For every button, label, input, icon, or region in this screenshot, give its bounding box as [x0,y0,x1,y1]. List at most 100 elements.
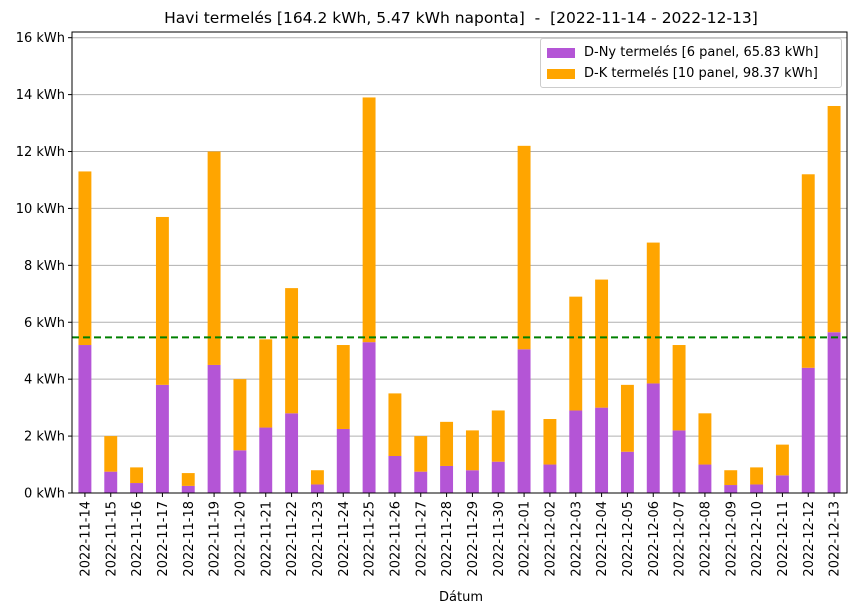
legend-item-dny: D-Ny termelés [6 panel, 65.83 kWh] [547,45,819,60]
bar-dny [646,383,660,493]
bar-dny [543,464,557,493]
bar-dny [104,471,118,493]
x-tick-label: 2022-11-26 [388,501,403,577]
x-tick-label: 2022-11-22 [285,501,300,577]
x-tick-label: 2022-12-12 [802,501,817,577]
bar-dny [620,451,634,493]
x-tick-label: 2022-12-09 [724,501,739,577]
bar-dny [672,430,686,493]
bar-dny [259,427,273,493]
legend: D-Ny termelés [6 panel, 65.83 kWh] D-K t… [540,38,842,88]
bar-dk [233,379,247,451]
x-tick-label: 2022-11-16 [130,501,145,577]
legend-label-dny: D-Ny termelés [6 panel, 65.83 kWh] [584,45,819,60]
y-tick-label: 10 kWh [16,202,65,217]
x-tick-label: 2022-12-13 [828,501,843,577]
y-tick-label: 6 kWh [24,316,65,331]
x-tick-label: 2022-12-06 [647,501,662,577]
bar-dny [181,485,195,493]
bar-dny [336,428,350,493]
x-tick-label: 2022-12-05 [621,501,636,577]
bar-dk [285,288,299,414]
bar-dny [569,410,583,493]
bar-dny [801,367,815,493]
bar-dny [827,332,841,493]
x-tick-label: 2022-11-25 [363,501,378,577]
bar-dk [569,296,583,411]
bar-dny [724,485,738,493]
bar-dny [465,470,479,493]
bar-dk [517,145,531,350]
bar-dny [491,461,505,493]
x-tick-label: 2022-12-08 [698,501,713,577]
x-tick-label: 2022-12-07 [673,501,688,577]
bar-dny [595,407,609,493]
bar-dk [388,393,402,457]
x-axis-label: Dátum [439,590,483,605]
bar-dk [672,345,686,431]
bar-dny [388,456,402,493]
bar-dny [698,464,712,493]
gridlines [72,37,847,494]
legend-label-dk: D-K termelés [10 panel, 98.37 kWh] [584,66,818,81]
bar-dny [517,349,531,493]
bar-dk [775,444,789,476]
x-tick-label: 2022-11-30 [492,501,507,577]
bar-dny [750,484,764,493]
y-tick-label: 14 kWh [16,88,65,103]
x-tick-label: 2022-11-17 [156,501,171,577]
x-tick-label: 2022-11-20 [233,501,248,577]
bars [78,97,841,493]
bar-dk [440,421,454,466]
bar-dk [827,105,841,333]
bar-dk [465,430,479,471]
bar-dk [750,467,764,485]
bar-dny [362,342,376,493]
bar-dny [775,475,789,493]
x-tick-label: 2022-11-29 [466,501,481,577]
bar-dk [155,216,169,385]
axes: 0 kWh 2 kWh 4 kWh 6 kWh 8 kWh 10 kWh 12 kWh 14 … [16,31,848,577]
x-tick-label: 2022-11-27 [414,501,429,577]
x-tick-label: 2022-12-11 [776,501,791,577]
y-tick-label: 4 kWh [24,373,65,388]
x-tick-label: 2022-12-02 [543,501,558,577]
legend-swatch-dny [547,47,575,58]
bar-dny [233,450,247,493]
bar-dk [646,242,660,384]
plot-frame [71,31,848,494]
y-tick-label: 0 kWh [24,487,65,502]
bar-dny [155,384,169,493]
bar-dny [414,471,428,493]
legend-item-dk: D-K termelés [10 panel, 98.37 kWh] [547,66,818,81]
bar-dny [310,484,324,493]
bar-dk [130,467,144,484]
bar-dk [543,419,557,465]
bar-dk [78,171,92,346]
bar-dk [595,279,609,408]
y-tick-label: 2 kWh [24,430,65,445]
bar-dny [130,483,144,493]
bar-dk [698,413,712,465]
bar-dk [801,174,815,368]
x-tick-label: 2022-11-21 [259,501,274,577]
bar-dny [440,465,454,493]
y-tick-label: 8 kWh [24,259,65,274]
bar-dk [104,436,118,472]
x-tick-label: 2022-11-14 [78,501,93,577]
bar-dny [207,364,221,493]
x-tick-label: 2022-11-18 [182,501,197,577]
x-tick-label: 2022-12-01 [518,501,533,577]
bar-dk [336,345,350,429]
x-tick-label: 2022-11-19 [208,501,223,577]
bar-dk [724,470,738,486]
x-tick-label: 2022-12-03 [569,501,584,577]
bar-dk [362,97,376,343]
x-tick-label: 2022-11-28 [440,501,455,577]
x-tick-label: 2022-11-23 [311,501,326,577]
legend-swatch-dk [547,68,575,79]
bar-dk [310,470,324,485]
bar-dk [491,410,505,462]
bar-dny [285,413,299,493]
chart-title: Havi termelés [164.2 kWh, 5.47 kWh napon… [164,9,758,27]
